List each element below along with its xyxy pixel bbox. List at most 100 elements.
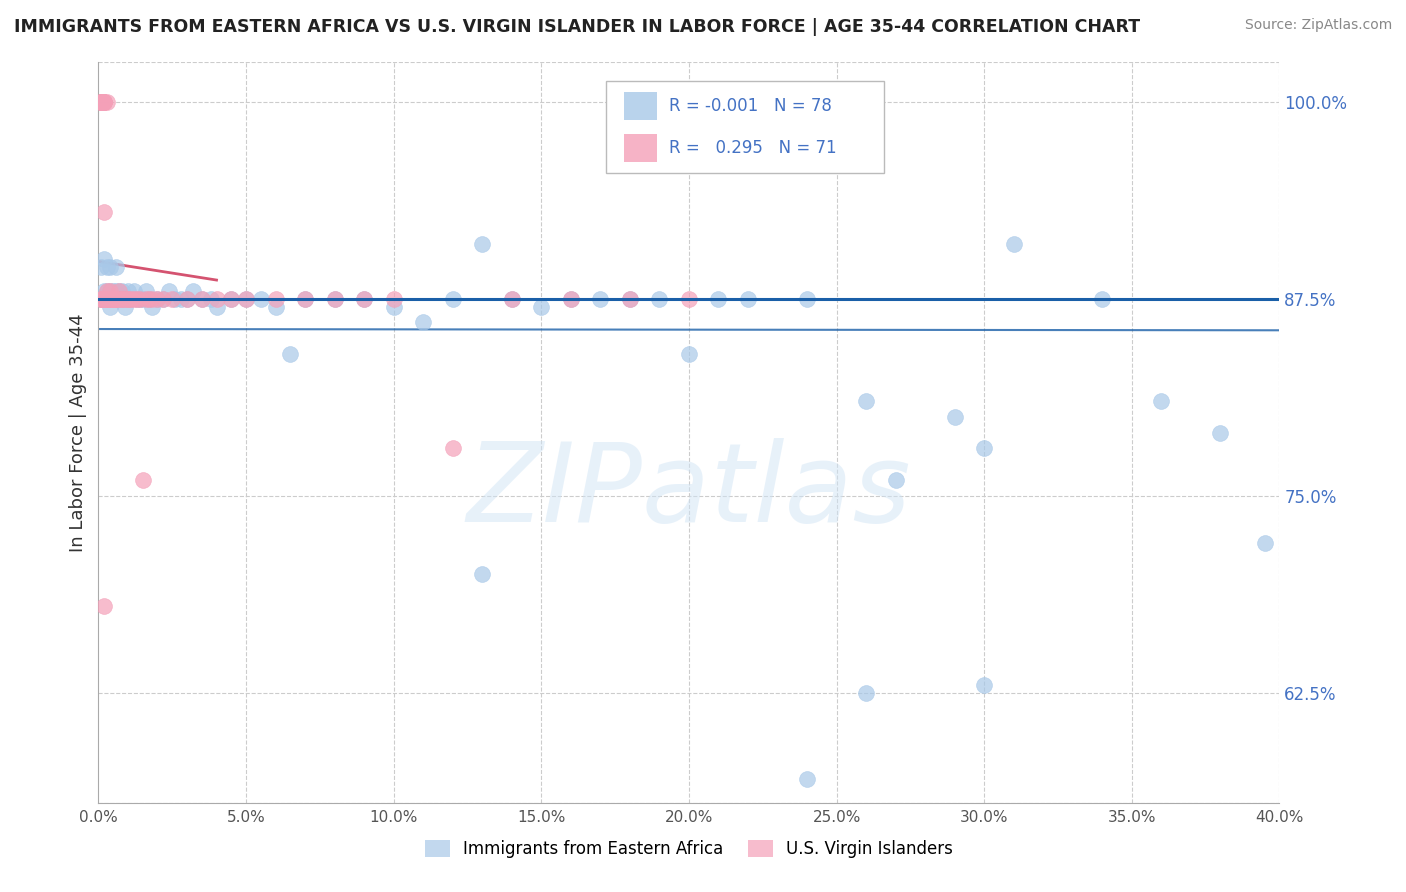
- Point: [93, 292, 115, 306]
- Point: [98, 292, 121, 306]
- Point: [105, 292, 128, 306]
- Point: [93, 284, 115, 298]
- Point: [90, 292, 112, 306]
- Point: [973, 442, 995, 456]
- Point: [93, 252, 115, 267]
- Point: [96, 284, 118, 298]
- Point: [294, 292, 316, 306]
- Point: [105, 292, 128, 306]
- Point: [125, 292, 148, 306]
- Point: [114, 292, 136, 306]
- Point: [1091, 292, 1114, 306]
- Point: [382, 292, 405, 306]
- Point: [111, 292, 134, 306]
- Point: [560, 292, 582, 306]
- Point: [441, 292, 464, 306]
- Point: [176, 292, 198, 306]
- Point: [90, 292, 112, 306]
- Point: [93, 292, 115, 306]
- Point: [93, 95, 115, 109]
- Text: ZIPatlas: ZIPatlas: [467, 438, 911, 545]
- Point: [93, 292, 115, 306]
- Point: [796, 772, 818, 787]
- Point: [108, 284, 131, 298]
- Point: [96, 292, 118, 306]
- Point: [323, 292, 346, 306]
- Point: [235, 292, 257, 306]
- Point: [1002, 236, 1025, 251]
- Point: [205, 292, 228, 306]
- Point: [181, 284, 204, 298]
- Point: [103, 292, 125, 306]
- Bar: [624, 92, 657, 120]
- Point: [90, 95, 112, 109]
- Point: [280, 347, 302, 361]
- Point: [737, 292, 759, 306]
- Point: [135, 292, 157, 306]
- Point: [191, 292, 214, 306]
- Point: [205, 300, 228, 314]
- Bar: [624, 135, 657, 162]
- Point: [93, 95, 115, 109]
- Point: [135, 284, 157, 298]
- Point: [98, 284, 121, 298]
- Point: [1150, 394, 1173, 409]
- Point: [93, 599, 115, 613]
- Point: [108, 292, 131, 306]
- Point: [117, 292, 139, 306]
- Text: R = -0.001   N = 78: R = -0.001 N = 78: [669, 97, 832, 115]
- Point: [103, 292, 125, 306]
- Point: [138, 292, 160, 306]
- Point: [96, 292, 118, 306]
- Point: [96, 260, 118, 275]
- Point: [619, 292, 641, 306]
- Point: [96, 95, 118, 109]
- Point: [200, 292, 222, 306]
- Point: [501, 292, 523, 306]
- Point: [90, 95, 112, 109]
- Point: [96, 292, 118, 306]
- Point: [90, 292, 112, 306]
- Point: [98, 284, 121, 298]
- Point: [619, 292, 641, 306]
- Legend: Immigrants from Eastern Africa, U.S. Virgin Islanders: Immigrants from Eastern Africa, U.S. Vir…: [418, 833, 960, 865]
- Point: [678, 292, 700, 306]
- Point: [141, 292, 163, 306]
- Point: [117, 292, 139, 306]
- Point: [501, 292, 523, 306]
- Point: [796, 292, 818, 306]
- Point: [471, 567, 494, 582]
- Point: [90, 292, 112, 306]
- Point: [111, 284, 134, 298]
- Point: [162, 292, 183, 306]
- Text: R =   0.295   N = 71: R = 0.295 N = 71: [669, 139, 837, 157]
- Point: [105, 260, 128, 275]
- Point: [103, 292, 125, 306]
- Point: [120, 292, 142, 306]
- Point: [105, 292, 128, 306]
- Point: [141, 300, 163, 314]
- Text: Source: ZipAtlas.com: Source: ZipAtlas.com: [1244, 18, 1392, 32]
- Point: [98, 260, 121, 275]
- Point: [884, 473, 907, 487]
- Point: [103, 292, 125, 306]
- Point: [93, 95, 115, 109]
- Point: [165, 292, 187, 306]
- Point: [90, 260, 112, 275]
- Point: [294, 292, 316, 306]
- Point: [353, 292, 375, 306]
- Point: [98, 300, 121, 314]
- Point: [93, 292, 115, 306]
- Point: [235, 292, 257, 306]
- Point: [138, 292, 160, 306]
- Point: [93, 292, 115, 306]
- Point: [108, 292, 131, 306]
- Point: [125, 292, 148, 306]
- Point: [117, 284, 139, 298]
- Point: [855, 394, 877, 409]
- Point: [132, 473, 155, 487]
- Point: [264, 300, 287, 314]
- Point: [648, 292, 671, 306]
- Point: [105, 292, 128, 306]
- Point: [93, 205, 115, 219]
